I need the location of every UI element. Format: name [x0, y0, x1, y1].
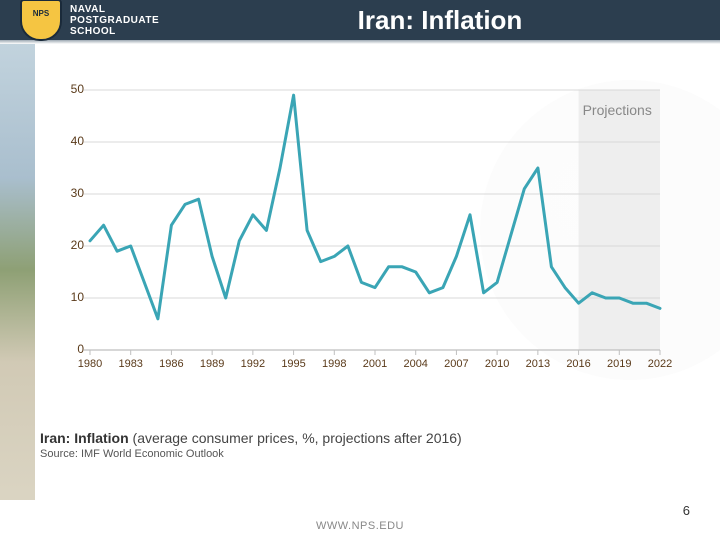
slide-title: Iran: Inflation: [240, 5, 720, 36]
caption-title-bold: Iran: Inflation: [40, 430, 129, 446]
caption-title-rest: (average consumer prices, %, projections…: [129, 430, 462, 446]
caption-title: Iran: Inflation (average consumer prices…: [40, 430, 462, 446]
y-tick-label: 10: [60, 290, 84, 304]
x-tick-label: 2007: [436, 358, 476, 370]
nps-logo-text: NAVAL POSTGRADUATE SCHOOL: [70, 4, 159, 37]
x-tick-label: 2022: [640, 358, 680, 370]
logo-line1: NAVAL: [70, 4, 159, 15]
x-tick-label: 2019: [599, 358, 639, 370]
y-tick-label: 30: [60, 186, 84, 200]
x-tick-label: 2013: [518, 358, 558, 370]
x-tick-label: 2016: [559, 358, 599, 370]
caption-source: Source: IMF World Economic Outlook: [40, 448, 462, 460]
x-tick-label: 1998: [314, 358, 354, 370]
header-logo: NAVAL POSTGRADUATE SCHOOL: [0, 0, 240, 41]
inflation-chart: 0102030405019801983198619891992199519982…: [40, 80, 680, 420]
logo-line3: SCHOOL: [70, 26, 159, 37]
bg-photo-strip: [0, 40, 35, 500]
x-tick-label: 1995: [274, 358, 314, 370]
y-tick-label: 40: [60, 134, 84, 148]
page-number: 6: [683, 503, 690, 518]
chart-caption: Iran: Inflation (average consumer prices…: [40, 430, 462, 460]
slide-header: NAVAL POSTGRADUATE SCHOOL Iran: Inflatio…: [0, 0, 720, 40]
nps-shield-icon: [20, 0, 62, 41]
x-tick-label: 1983: [111, 358, 151, 370]
x-tick-label: 1980: [70, 358, 110, 370]
x-tick-label: 2001: [355, 358, 395, 370]
footer-url: WWW.NPS.EDU: [0, 520, 720, 532]
x-tick-label: 1992: [233, 358, 273, 370]
y-tick-label: 50: [60, 82, 84, 96]
projections-label: Projections: [583, 102, 652, 118]
y-tick-label: 0: [60, 342, 84, 356]
x-tick-label: 1989: [192, 358, 232, 370]
x-tick-label: 2010: [477, 358, 517, 370]
logo-line2: POSTGRADUATE: [70, 15, 159, 26]
x-tick-label: 1986: [151, 358, 191, 370]
y-tick-label: 20: [60, 238, 84, 252]
x-tick-label: 2004: [396, 358, 436, 370]
